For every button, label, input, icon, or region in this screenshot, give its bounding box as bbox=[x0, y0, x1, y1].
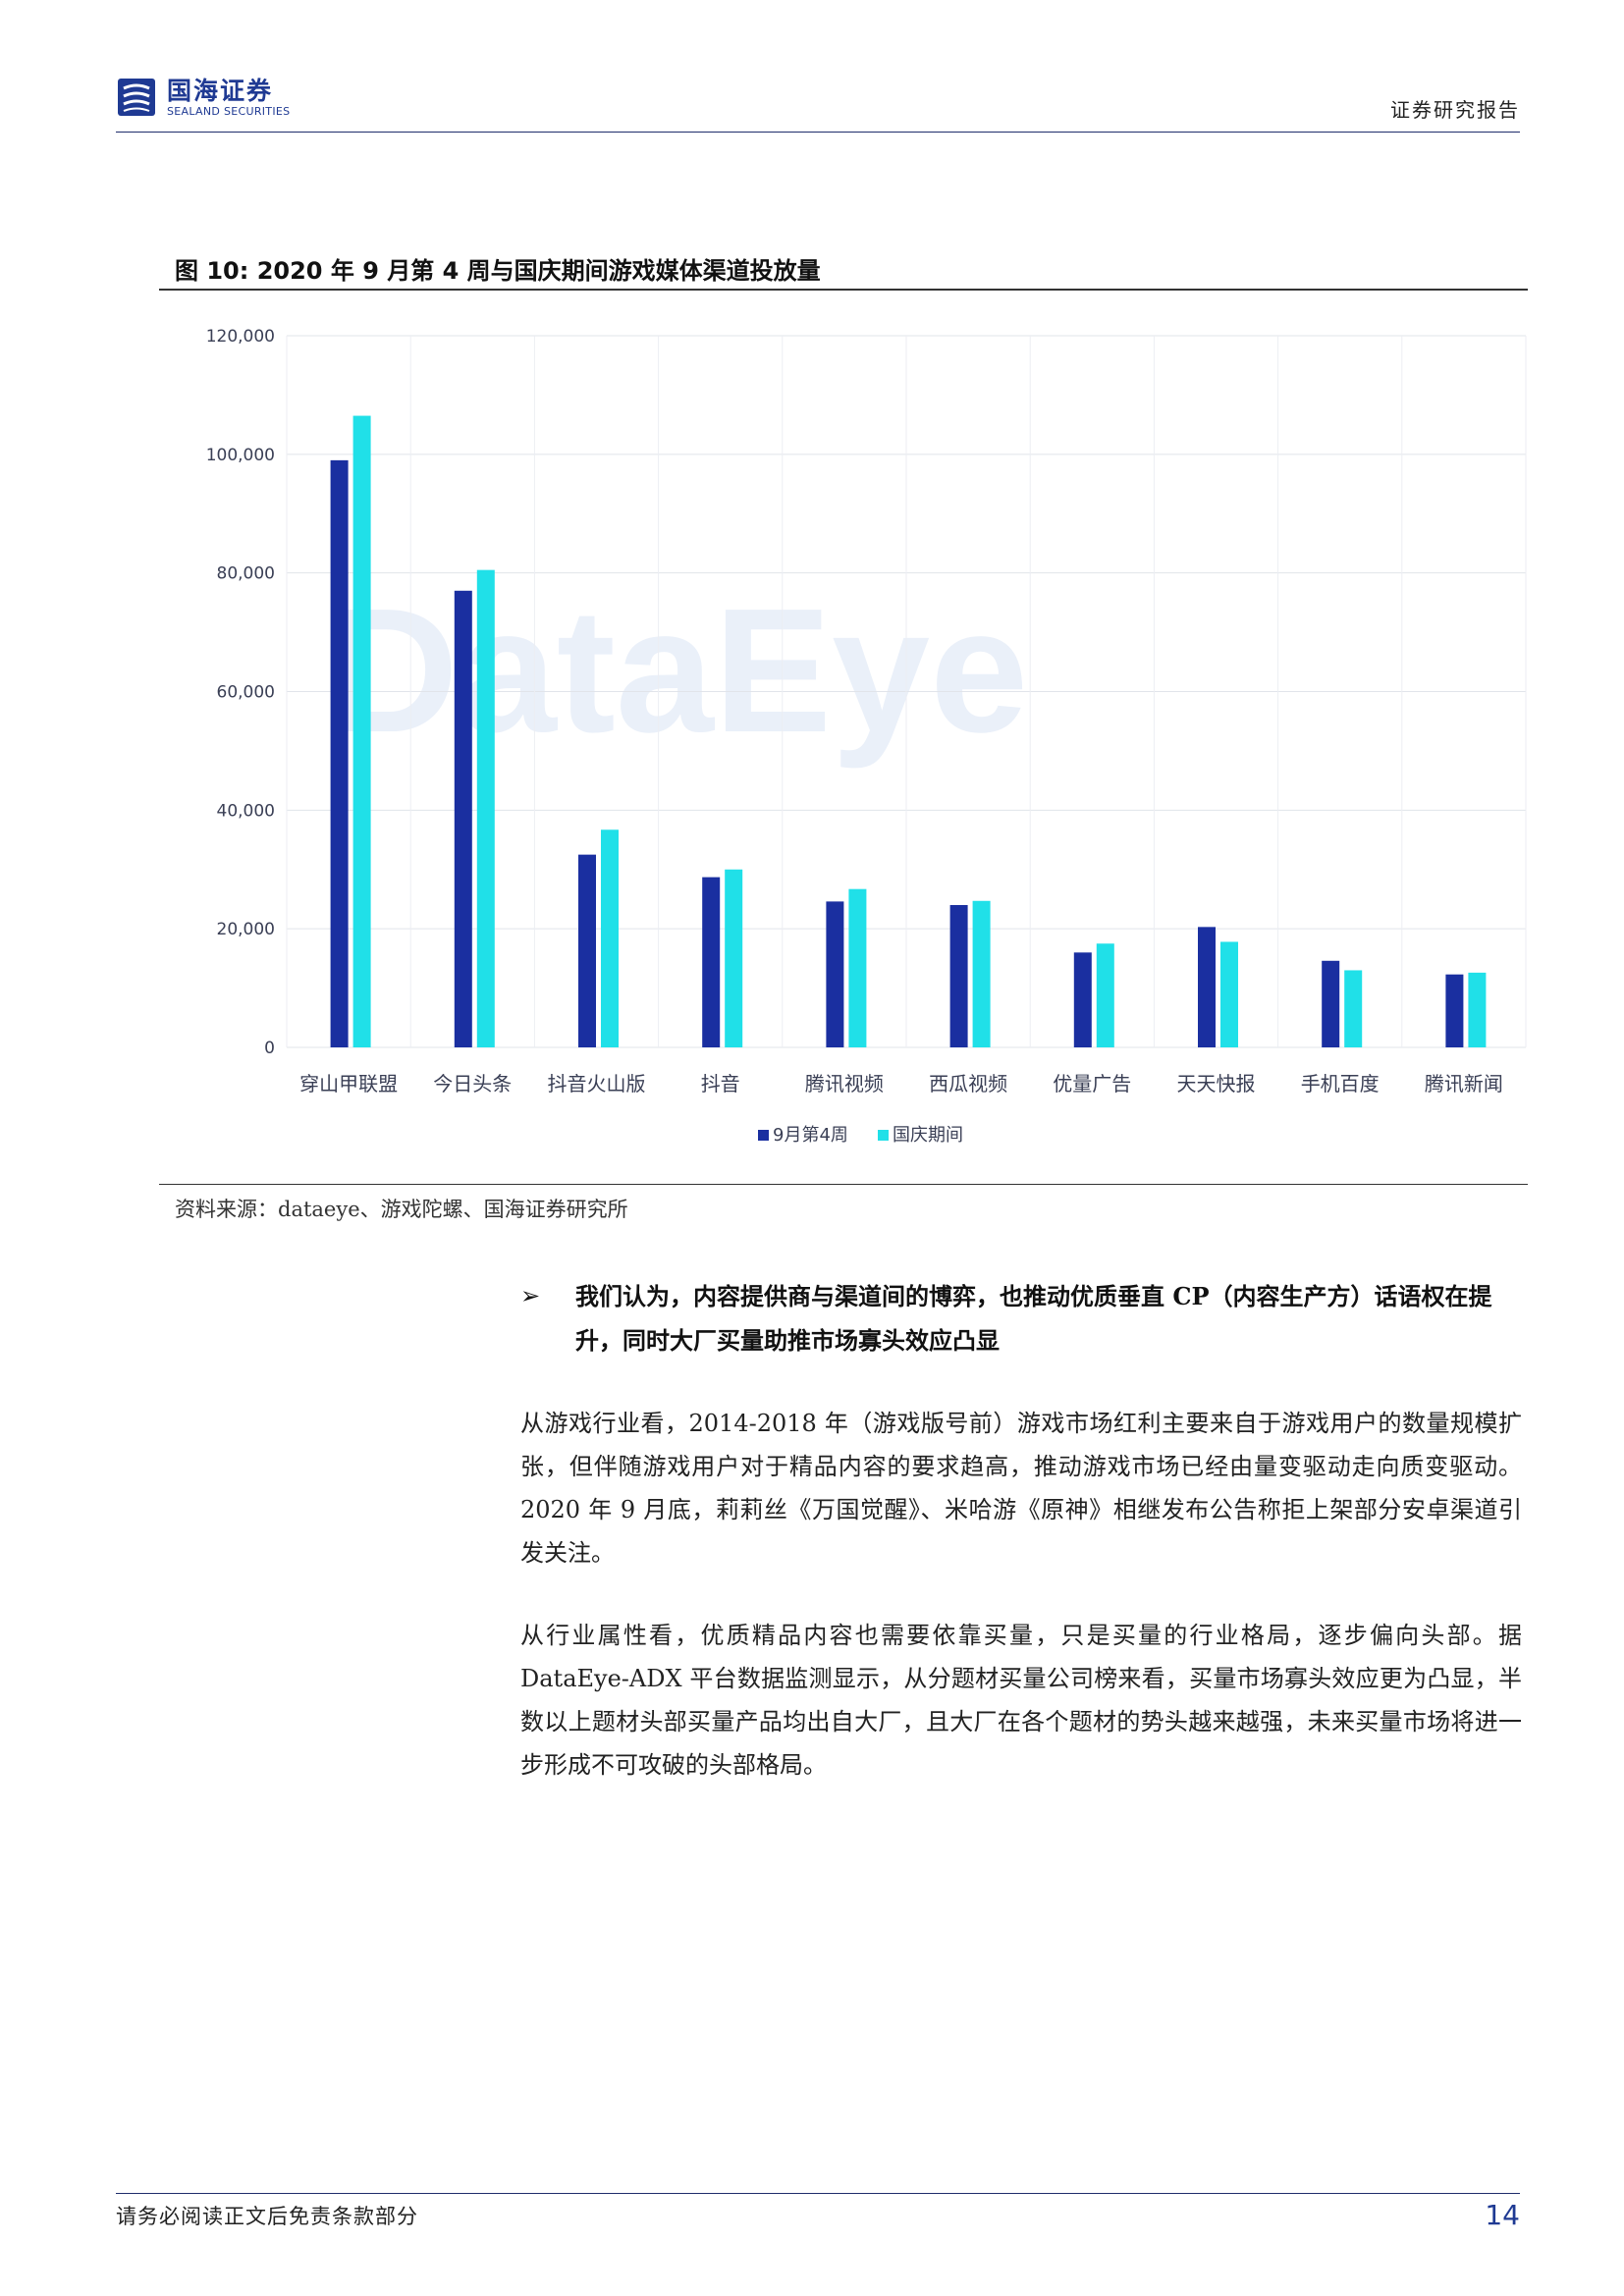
report-type-label: 证券研究报告 bbox=[1390, 98, 1520, 122]
sealand-logo: 国海证券 SEALAND SECURITIES bbox=[116, 75, 290, 120]
bar-week4 bbox=[826, 901, 844, 1047]
bar-national-day bbox=[1344, 970, 1363, 1047]
x-tick-label: 腾讯新闻 bbox=[1425, 1072, 1503, 1095]
y-tick-label: 20,000 bbox=[217, 920, 275, 939]
page-number: 14 bbox=[1485, 2199, 1520, 2231]
bar-week4 bbox=[949, 905, 968, 1047]
x-tick-label: 西瓜视频 bbox=[929, 1072, 1007, 1095]
key-point: ➢ 我们认为，内容提供商与渠道间的博弈，也推动优质垂直 CP（内容生产方）话语权… bbox=[520, 1274, 1522, 1362]
bar-week4 bbox=[1073, 952, 1092, 1047]
figure-title: 图 10: 2020 年 9 月第 4 周与国庆期间游戏媒体渠道投放量 bbox=[175, 257, 821, 285]
arrow-bullet-icon: ➢ bbox=[520, 1282, 541, 1309]
bar-week4 bbox=[1322, 960, 1340, 1047]
bar-week4 bbox=[330, 459, 349, 1047]
footer-rule bbox=[116, 2193, 1520, 2194]
figure-source: 资料来源：dataeye、游戏陀螺、国海证券研究所 bbox=[175, 1198, 628, 1221]
x-tick-label: 抖音火山版 bbox=[548, 1072, 646, 1095]
x-tick-label: 天天快报 bbox=[1177, 1072, 1256, 1095]
bar-national-day bbox=[725, 869, 743, 1047]
y-tick-label: 40,000 bbox=[217, 801, 275, 821]
bar-national-day bbox=[1468, 972, 1487, 1047]
figure-bottom-rule bbox=[159, 1184, 1528, 1185]
body-paragraph: 从游戏行业看，2014-2018 年（游戏版号前）游戏市场红利主要来自于游戏用户… bbox=[520, 1410, 1522, 1567]
footer-disclaimer: 请务必阅读正文后免责条款部分 bbox=[116, 2205, 418, 2228]
legend-label: 9月第4周 bbox=[773, 1125, 848, 1146]
bar-week4 bbox=[1198, 927, 1216, 1047]
x-tick-label: 抖音 bbox=[701, 1072, 740, 1095]
bar-national-day bbox=[601, 829, 619, 1047]
bar-week4 bbox=[702, 877, 721, 1047]
bar-week4 bbox=[454, 590, 472, 1047]
x-tick-label: 今日头条 bbox=[433, 1072, 512, 1095]
bar-national-day bbox=[1096, 943, 1114, 1047]
bar-week4 bbox=[578, 854, 596, 1047]
logo-chinese-name: 国海证券 bbox=[167, 76, 274, 105]
bar-national-day bbox=[352, 415, 371, 1047]
bar-national-day bbox=[848, 888, 867, 1047]
chart-watermark: DataEye bbox=[331, 572, 1028, 770]
bar-chart: DataEye 0 20,000 40,000 60,000 80,000 100,000… bbox=[206, 327, 1527, 1146]
y-tick-label: 100,000 bbox=[206, 446, 275, 465]
x-tick-label: 优量广告 bbox=[1053, 1072, 1131, 1095]
y-tick-label: 60,000 bbox=[217, 683, 275, 703]
y-tick-label: 120,000 bbox=[206, 327, 275, 347]
bar-national-day bbox=[972, 900, 991, 1047]
bar-week4 bbox=[1445, 974, 1464, 1047]
bar-national-day bbox=[476, 569, 495, 1047]
x-tick-label: 穿山甲联盟 bbox=[299, 1072, 398, 1095]
y-tick-label: 80,000 bbox=[217, 564, 275, 584]
key-point-text: 我们认为，内容提供商与渠道间的博弈，也推动优质垂直 CP（内容生产方）话语权在提… bbox=[575, 1282, 1492, 1355]
x-tick-label: 手机百度 bbox=[1301, 1072, 1380, 1095]
legend-label: 国庆期间 bbox=[893, 1125, 963, 1146]
sealand-logo-icon bbox=[118, 79, 155, 116]
body-paragraph: 从行业属性看，优质精品内容也需要依靠买量，只是买量的行业格局，逐步偏向头部。据 … bbox=[520, 1622, 1522, 1779]
bar-national-day bbox=[1220, 941, 1238, 1047]
y-tick-label: 0 bbox=[264, 1039, 275, 1058]
legend-swatch bbox=[758, 1130, 769, 1141]
figure-top-rule bbox=[159, 289, 1528, 291]
logo-english-name: SEALAND SECURITIES bbox=[167, 104, 291, 118]
legend-swatch bbox=[878, 1130, 889, 1141]
x-tick-label: 腾讯视频 bbox=[805, 1072, 884, 1095]
page-header: 国海证券 SEALAND SECURITIES 证券研究报告 bbox=[116, 71, 1520, 133]
